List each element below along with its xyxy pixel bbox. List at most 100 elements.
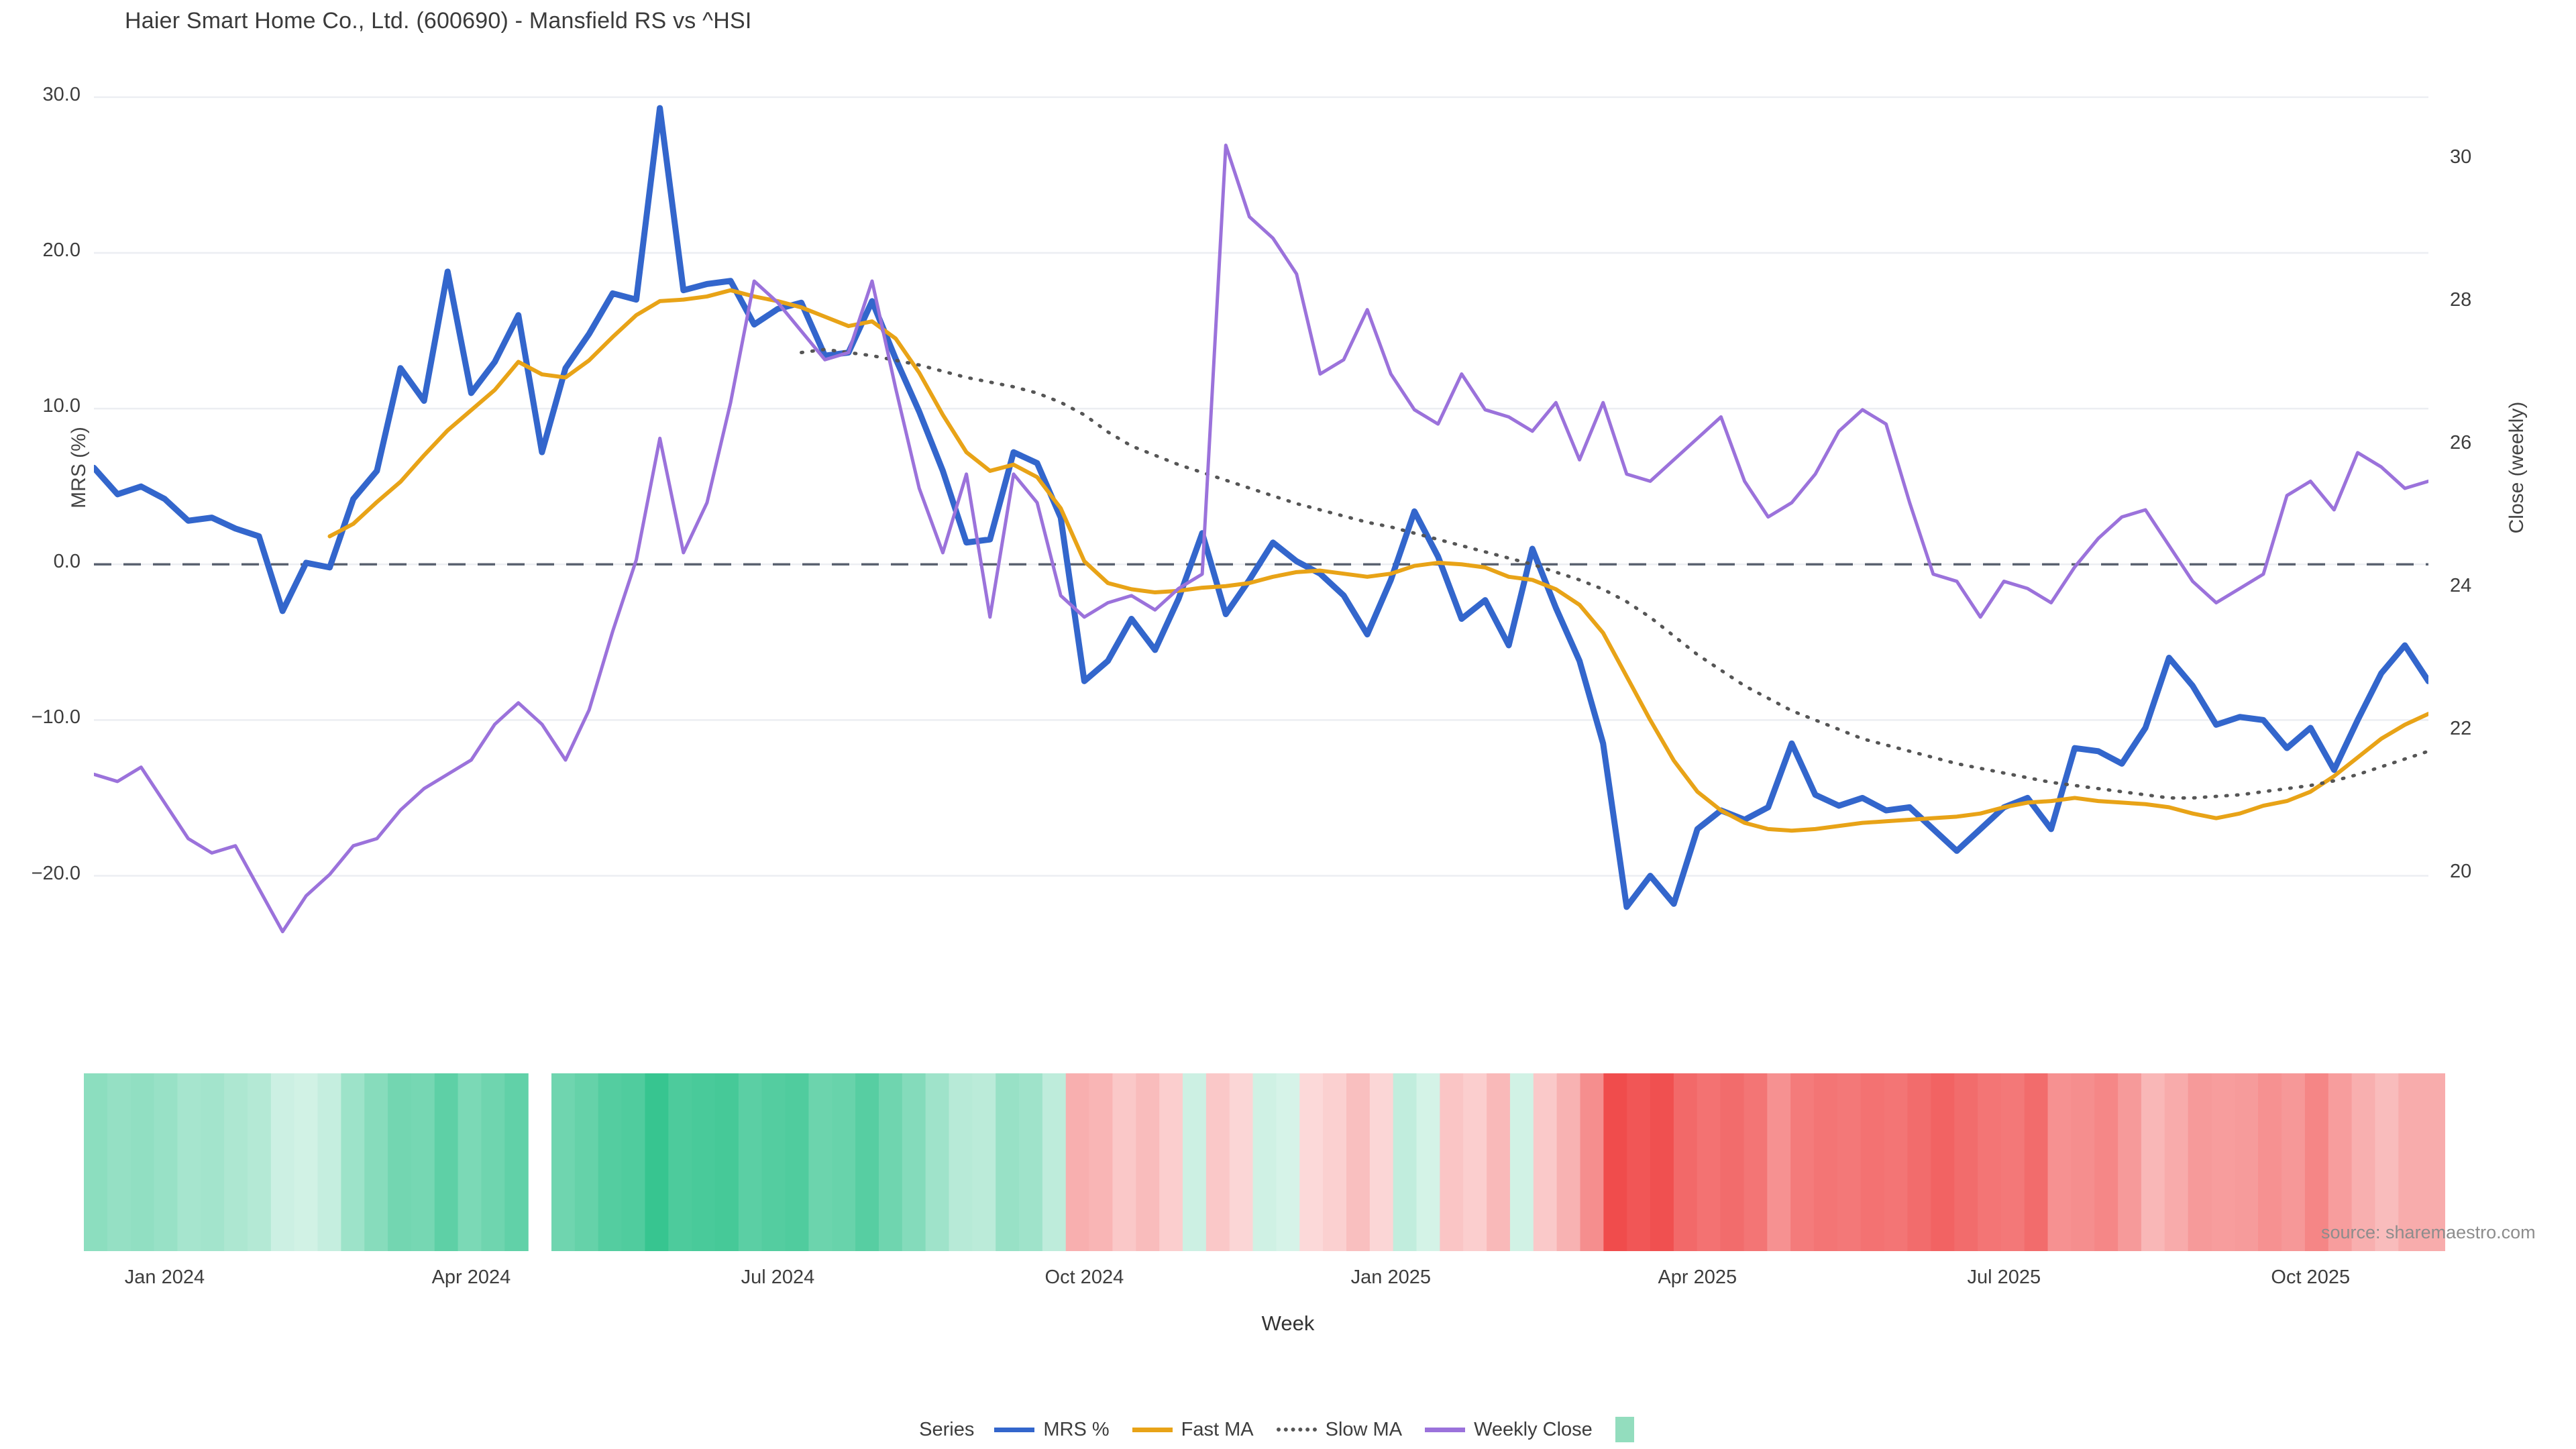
- heatmap-band: [1720, 1073, 1745, 1251]
- heatmap-band: [1509, 1073, 1534, 1251]
- legend-label: MRS %: [1043, 1418, 1110, 1440]
- heatmap-band: [598, 1073, 623, 1251]
- legend-item[interactable]: Weekly Close: [1425, 1419, 1593, 1441]
- heatmap-band: [2328, 1073, 2353, 1251]
- legend-item[interactable]: MRS %: [994, 1418, 1110, 1441]
- heatmap-band: [1860, 1073, 1885, 1251]
- heatmap-band: [949, 1073, 973, 1251]
- legend-item[interactable]: [1615, 1417, 1634, 1442]
- heatmap-band: [1299, 1073, 1324, 1251]
- series-line-slow-ma: [800, 347, 2428, 800]
- y-axis-left-tick: 0.0: [53, 551, 80, 573]
- heatmap-band: [1697, 1073, 1721, 1251]
- heatmap-band: [1931, 1073, 1955, 1251]
- x-axis-tick: Apr 2024: [431, 1267, 511, 1288]
- heatmap-band: [1042, 1073, 1067, 1251]
- heatmap-band: [1205, 1073, 1230, 1251]
- heatmap-band: [177, 1073, 201, 1251]
- heatmap-band: [1533, 1073, 1558, 1251]
- heatmap-band: [388, 1073, 412, 1251]
- heatmap-band: [2304, 1073, 2329, 1251]
- page-title: Haier Smart Home Co., Ltd. (600690) - Ma…: [125, 8, 752, 34]
- legend-item[interactable]: Fast MA: [1132, 1419, 1254, 1441]
- legend-swatch: [994, 1427, 1035, 1432]
- heatmap-band: [247, 1073, 272, 1251]
- heatmap-band: [2282, 1073, 2306, 1251]
- heatmap-band: [1159, 1073, 1183, 1251]
- x-axis-tick: Oct 2025: [2271, 1267, 2351, 1288]
- legend-heatmap-swatch: [1615, 1417, 1634, 1442]
- heatmap-band: [1603, 1073, 1627, 1251]
- heatmap-band: [1229, 1073, 1254, 1251]
- heatmap-band: [1767, 1073, 1791, 1251]
- legend-label: Weekly Close: [1474, 1418, 1593, 1440]
- heatmap-band: [1884, 1073, 1909, 1251]
- plot-area: [94, 74, 2428, 946]
- legend-label: Fast MA: [1181, 1418, 1254, 1440]
- y-axis-right-tick: 26: [2450, 432, 2472, 454]
- heatmap-band: [878, 1073, 903, 1251]
- x-axis-tick: Oct 2024: [1044, 1267, 1124, 1288]
- heatmap-band: [411, 1073, 435, 1251]
- heatmap-band: [130, 1073, 155, 1251]
- chart-legend: Series MRS % Fast MA Slow MA Weekly Close: [0, 1417, 2576, 1442]
- heatmap-band: [855, 1073, 879, 1251]
- legend-item[interactable]: Slow MA: [1276, 1419, 1402, 1441]
- series-line-weekly-close: [94, 144, 2428, 934]
- heatmap-band: [1019, 1073, 1043, 1251]
- heatmap-band: [1393, 1073, 1417, 1251]
- heatmap-band: [1463, 1073, 1487, 1251]
- heatmap-band: [107, 1073, 131, 1251]
- y-axis-left-tick: −10.0: [31, 706, 80, 729]
- y-axis-left-tick: −20.0: [31, 862, 80, 884]
- heatmap-band: [2118, 1073, 2142, 1251]
- heatmap-band: [2188, 1073, 2212, 1251]
- source-attribution: source: sharemaestro.com: [2321, 1222, 2536, 1242]
- heatmap-band: [1977, 1073, 2002, 1251]
- heatmap-band: [434, 1073, 459, 1251]
- y-axis-left-tick: 20.0: [42, 239, 80, 261]
- heatmap-band: [1487, 1073, 1511, 1251]
- heatmap-band: [1089, 1073, 1114, 1251]
- heatmap-band: [1837, 1073, 1862, 1251]
- heatmap-band: [1416, 1073, 1440, 1251]
- heatmap-band: [1369, 1073, 1394, 1251]
- legend-swatch: [1425, 1427, 1466, 1432]
- heatmap-band: [504, 1073, 529, 1251]
- heatmap-band: [972, 1073, 996, 1251]
- heatmap-band: [2258, 1073, 2282, 1251]
- heatmap-band: [621, 1073, 646, 1251]
- heatmap-band: [270, 1073, 295, 1251]
- series-line-mrs: [94, 105, 2428, 910]
- heatmap-band: [341, 1073, 365, 1251]
- heatmap-band: [1252, 1073, 1277, 1251]
- legend-swatch: [1276, 1428, 1317, 1432]
- heatmap-band: [996, 1073, 1020, 1251]
- y-axis-right-tick: 28: [2450, 288, 2472, 311]
- x-axis-tick: Jan 2024: [124, 1267, 205, 1288]
- heatmap-band: [224, 1073, 248, 1251]
- heatmap-band: [2047, 1073, 2072, 1251]
- heatmap-band: [1790, 1073, 1815, 1251]
- y-axis-right-tick: 30: [2450, 146, 2472, 168]
- heatmap-band: [481, 1073, 505, 1251]
- heatmap-band: [761, 1073, 786, 1251]
- heatmap-band: [785, 1073, 809, 1251]
- heatmap-band: [1814, 1073, 1838, 1251]
- x-axis-tick: Jan 2025: [1350, 1267, 1431, 1288]
- x-axis-title: Week: [1261, 1311, 1315, 1335]
- heatmap-band: [902, 1073, 926, 1251]
- heatmap-band: [1580, 1073, 1604, 1251]
- heatmap-band: [84, 1073, 108, 1251]
- heatmap-band: [1954, 1073, 1978, 1251]
- heatmap-band: [364, 1073, 388, 1251]
- heatmap-band: [1440, 1073, 1464, 1251]
- heatmap-band: [317, 1073, 341, 1251]
- heatmap-band: [2024, 1073, 2049, 1251]
- y-axis-right-title: Close (weekly): [2506, 401, 2528, 534]
- heatmap-band: [2235, 1073, 2259, 1251]
- heatmap-band: [668, 1073, 692, 1251]
- heatmap-band: [925, 1073, 950, 1251]
- heatmap-band: [2211, 1073, 2235, 1251]
